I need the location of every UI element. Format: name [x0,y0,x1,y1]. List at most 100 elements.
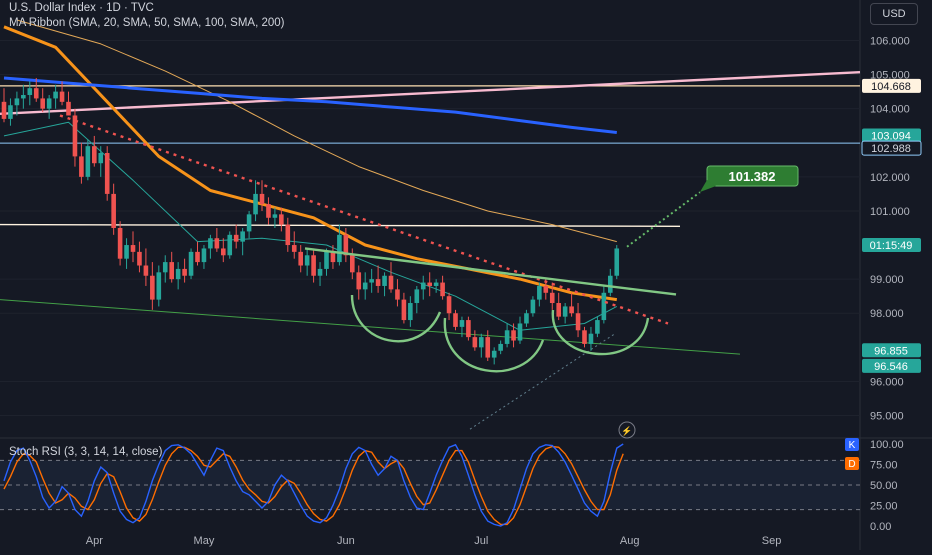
event-icon-glyph: ⚡ [621,425,632,437]
y-tick-label: 106.000 [870,35,910,47]
candle-body [221,248,226,256]
candle-body [117,228,123,259]
candle-body [285,224,291,246]
price-axis-label-box [862,128,921,143]
candle-body [569,306,574,314]
candle-body [337,234,342,263]
candle-body [214,238,220,249]
stoch-tick-label: 25.00 [870,501,898,513]
candle-body [156,272,162,300]
x-tick-label: Aug [620,535,640,547]
event-icon: ⚡ [618,421,636,439]
candle-body [233,234,239,242]
stoch-tick-label: 50.00 [870,480,898,492]
candle-body [33,88,39,99]
price-axis-label: 96.546 [874,361,908,373]
candle-body [498,343,503,351]
price-axis-label: 104.668 [871,81,911,93]
neckline [304,247,677,296]
ma-line-sma-20 [3,121,618,331]
candle-body [472,337,478,348]
price-axis-label: 103.094 [871,131,911,143]
candle-body [459,320,465,327]
y-tick-label: 104.000 [870,104,910,116]
candle-body [588,333,594,344]
candle-body [246,214,252,232]
candle-body [388,275,394,290]
projection-line [626,191,701,248]
candle-body [504,330,510,344]
candle-body [253,193,258,215]
candle-body [491,350,497,358]
candle-body [595,320,600,334]
candle-body [556,303,561,317]
price-axis-label-box [861,140,922,156]
candle-body [401,299,407,321]
candle-body [524,313,529,324]
candle-body [208,238,213,249]
rising-trend-line [0,70,861,115]
candle-body [317,268,323,276]
ma-ribbon-legend: MA Ribbon (SMA, 20, SMA, 50, SMA, 100, S… [9,17,285,29]
candle-body [362,282,368,290]
stoch-k-badge [845,438,859,451]
candle-body [453,313,458,327]
candle-body [27,88,33,96]
event-icon-circle [618,421,636,439]
candle-body [46,98,52,109]
ma-line-sma-50 [3,25,618,302]
price-axis-label-box [862,78,921,93]
candle-body [485,337,491,358]
candle-body [517,323,523,341]
candle-body [240,231,245,242]
candle-body [227,234,233,256]
candle-body [53,91,58,99]
candle-body [72,115,78,157]
candle-body [169,262,174,280]
candle-body [130,245,136,252]
y-tick-label: 102.000 [870,172,910,184]
x-tick-label: Apr [86,535,103,547]
candle-body [175,268,181,280]
y-tick-label: 99.000 [870,274,904,286]
candle-body [104,152,110,194]
stoch-d-badge [845,457,859,470]
ma-line-sma-100 [16,19,617,243]
lower-trend-line [0,299,741,355]
candle-body [79,156,84,177]
candle-body [272,214,278,218]
candle-body [601,292,607,321]
candle-body [124,245,129,259]
currency-button[interactable]: USD [870,3,918,25]
candle-body [440,282,445,297]
candle-body [382,275,387,286]
candle-body [549,292,555,304]
candle-body [414,289,420,304]
price-axis-label-box [862,358,921,373]
candle-body [608,275,613,293]
target-label-pointer [700,180,716,192]
pattern-arc-1 [350,294,442,343]
x-tick-label: Sep [762,535,782,547]
candle-body [40,98,45,109]
price-axis-label-box [862,238,921,253]
stoch-tick-label: 100.00 [870,439,904,451]
stoch-k-badge-text: K [849,440,856,451]
candle-body [150,275,155,300]
stoch-tick-label: 0.00 [870,521,891,533]
candle-body [143,265,149,276]
candle-body [369,279,374,283]
y-tick-label: 96.000 [870,376,904,388]
candle-body [395,289,400,300]
candle-body [85,146,91,177]
candle-body [511,330,516,341]
pattern-arc-2 [443,317,545,373]
candle-body [433,282,439,286]
stoch-legend: Stoch RSI (3, 3, 14, 14, close) [9,446,163,458]
candle-body [259,193,265,205]
candle-body [14,98,20,106]
candle-body [304,255,310,266]
price-axis-label: 96.855 [874,345,908,357]
